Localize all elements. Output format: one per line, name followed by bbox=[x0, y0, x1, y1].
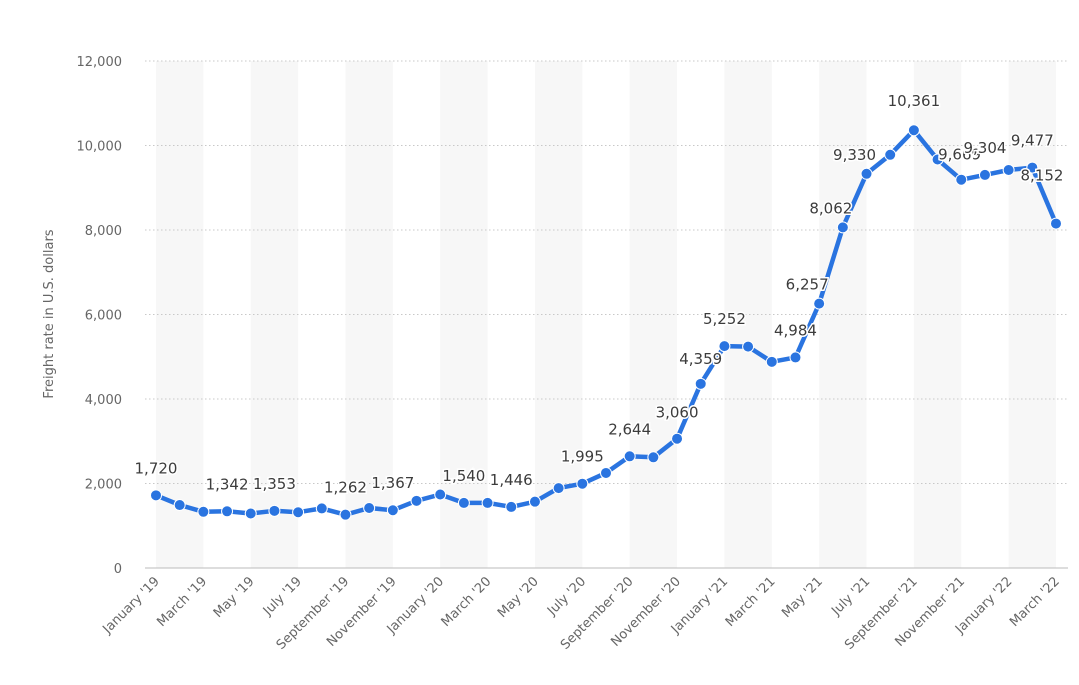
y-tick-label: 12,000 bbox=[77, 55, 123, 70]
data-label: 6,257 bbox=[786, 276, 829, 294]
x-tick-label: January '19 bbox=[100, 574, 163, 637]
data-label: 1,367 bbox=[371, 474, 414, 492]
x-tick-label: May '21 bbox=[779, 574, 826, 621]
data-point bbox=[718, 340, 731, 353]
data-label: 1,353 bbox=[253, 475, 296, 493]
data-point bbox=[457, 496, 470, 509]
y-axis-label: Freight rate in U.S. dollars bbox=[42, 229, 57, 398]
data-point bbox=[150, 489, 162, 502]
data-point bbox=[694, 377, 707, 390]
background-band bbox=[819, 61, 867, 568]
background-band bbox=[156, 61, 204, 568]
x-tick-label: July '20 bbox=[544, 574, 589, 619]
x-tick-label: July '21 bbox=[828, 574, 873, 619]
x-tick-label: July '19 bbox=[260, 574, 305, 619]
data-point bbox=[931, 153, 944, 166]
background-band bbox=[724, 61, 772, 568]
data-label: 4,359 bbox=[679, 350, 722, 368]
x-tick-label: March '22 bbox=[1007, 574, 1063, 630]
data-label: 9,669 bbox=[938, 145, 981, 163]
background-band bbox=[440, 61, 488, 568]
y-tick-label: 8,000 bbox=[85, 224, 122, 239]
data-point bbox=[623, 450, 636, 463]
data-point bbox=[363, 502, 376, 515]
x-tick-label: May '19 bbox=[211, 574, 258, 621]
data-point bbox=[813, 297, 826, 310]
data-point bbox=[742, 340, 755, 353]
data-label: 1,262 bbox=[324, 479, 367, 497]
data-point bbox=[386, 504, 399, 517]
data-point bbox=[1026, 161, 1039, 174]
data-point bbox=[671, 432, 684, 445]
y-tick-label: 6,000 bbox=[85, 309, 122, 324]
data-label: 1,342 bbox=[206, 475, 249, 493]
data-point bbox=[836, 221, 849, 234]
y-tick-label: 2,000 bbox=[85, 478, 122, 493]
data-point bbox=[1002, 164, 1015, 177]
data-point bbox=[505, 500, 518, 513]
data-point bbox=[600, 466, 612, 479]
data-label: 3,060 bbox=[656, 404, 699, 422]
data-label: 2,644 bbox=[608, 420, 651, 438]
data-point bbox=[765, 355, 778, 368]
data-label: 1,720 bbox=[135, 459, 178, 477]
data-point bbox=[410, 494, 423, 507]
data-label: 1,446 bbox=[490, 471, 533, 489]
data-label: 10,361 bbox=[888, 92, 941, 110]
x-tick-label: March '21 bbox=[723, 574, 779, 630]
data-label: 8,152 bbox=[1021, 167, 1064, 185]
data-point bbox=[244, 507, 257, 520]
data-point bbox=[884, 148, 897, 161]
y-tick-label: 10,000 bbox=[77, 140, 123, 155]
data-label: 5,252 bbox=[703, 310, 746, 328]
data-point bbox=[789, 351, 802, 364]
data-point bbox=[528, 495, 541, 508]
data-point bbox=[978, 168, 991, 181]
data-point bbox=[197, 505, 210, 518]
data-point bbox=[434, 488, 447, 501]
y-tick-label: 4,000 bbox=[85, 393, 122, 408]
data-point bbox=[576, 477, 589, 490]
data-label: 1,995 bbox=[561, 448, 604, 466]
data-point bbox=[860, 167, 873, 180]
data-label: 1,540 bbox=[442, 467, 485, 485]
background-band bbox=[1008, 61, 1056, 568]
data-label: 9,304 bbox=[963, 139, 1006, 157]
data-point bbox=[173, 499, 186, 512]
y-tick-label: 0 bbox=[114, 562, 122, 577]
data-point bbox=[552, 482, 565, 495]
data-point bbox=[292, 506, 305, 519]
data-point bbox=[268, 504, 281, 517]
data-label: 9,477 bbox=[1011, 132, 1054, 150]
data-label: 4,984 bbox=[774, 321, 817, 339]
data-point bbox=[1050, 217, 1062, 230]
data-point bbox=[221, 505, 234, 518]
data-label: 9,330 bbox=[833, 146, 876, 164]
data-label: 8,062 bbox=[809, 199, 852, 217]
data-point bbox=[339, 508, 352, 521]
data-point bbox=[907, 124, 920, 137]
data-point bbox=[481, 496, 494, 509]
x-tick-label: May '20 bbox=[495, 574, 542, 621]
data-point bbox=[315, 502, 328, 515]
x-tick-label: March '20 bbox=[439, 574, 495, 630]
data-point bbox=[955, 173, 968, 186]
x-tick-label: March '19 bbox=[154, 574, 210, 630]
data-point bbox=[647, 451, 660, 464]
